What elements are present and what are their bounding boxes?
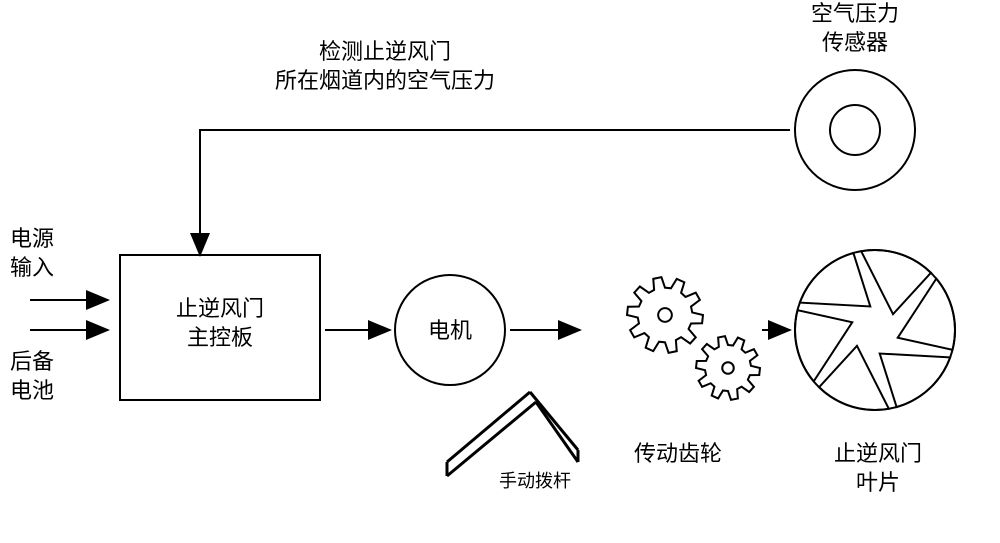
diagram-svg — [0, 0, 1000, 543]
damper-icon — [795, 250, 955, 410]
gear-icon-1 — [627, 277, 703, 353]
controller-box — [120, 255, 320, 400]
motor-icon — [395, 275, 505, 385]
gear-icon-2 — [696, 336, 760, 400]
pressure-sensor-icon — [795, 70, 915, 190]
lever-icon — [447, 392, 578, 476]
edge-sensor-to-controller — [200, 130, 790, 255]
diagram-canvas: 空气压力 传感器 检测止逆风门 所在烟道内的空气压力 电源 输入 后备 电池 止… — [0, 0, 1000, 543]
